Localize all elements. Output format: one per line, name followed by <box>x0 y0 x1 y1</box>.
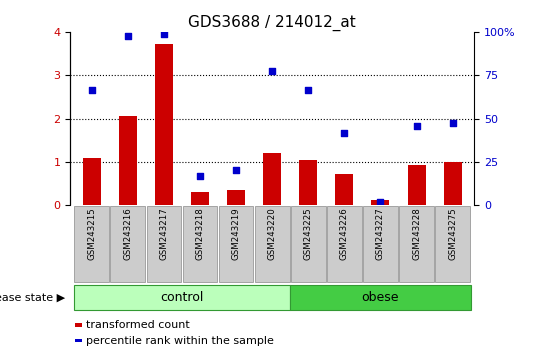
Bar <box>335 174 354 205</box>
Bar <box>191 192 209 205</box>
FancyBboxPatch shape <box>110 206 145 282</box>
Point <box>340 130 349 136</box>
Text: obese: obese <box>362 291 399 304</box>
FancyBboxPatch shape <box>291 206 326 282</box>
FancyBboxPatch shape <box>74 206 109 282</box>
Bar <box>407 165 426 205</box>
Text: GSM243215: GSM243215 <box>87 208 96 261</box>
Bar <box>263 153 281 205</box>
Point <box>196 173 204 179</box>
Point <box>87 87 96 93</box>
Text: GSM243217: GSM243217 <box>160 208 168 261</box>
Text: control: control <box>160 291 204 304</box>
Point <box>268 68 277 74</box>
Bar <box>82 158 101 205</box>
Title: GDS3688 / 214012_at: GDS3688 / 214012_at <box>188 14 356 30</box>
Text: GSM243275: GSM243275 <box>448 208 457 261</box>
FancyBboxPatch shape <box>147 206 181 282</box>
Bar <box>227 190 245 205</box>
Text: disease state ▶: disease state ▶ <box>0 292 65 302</box>
Text: GSM243226: GSM243226 <box>340 208 349 261</box>
Point <box>160 31 168 37</box>
Point <box>448 120 457 126</box>
FancyBboxPatch shape <box>255 206 289 282</box>
Text: percentile rank within the sample: percentile rank within the sample <box>86 336 274 346</box>
Text: GSM243219: GSM243219 <box>232 208 240 260</box>
Point <box>376 199 385 205</box>
FancyBboxPatch shape <box>290 285 471 310</box>
Text: transformed count: transformed count <box>86 320 190 330</box>
Text: GSM243227: GSM243227 <box>376 208 385 261</box>
Text: GSM243218: GSM243218 <box>196 208 204 261</box>
Point <box>232 167 240 173</box>
FancyBboxPatch shape <box>183 206 217 282</box>
Bar <box>119 116 137 205</box>
FancyBboxPatch shape <box>327 206 362 282</box>
Point <box>304 87 313 92</box>
Text: GSM243216: GSM243216 <box>123 208 132 261</box>
Text: GSM243225: GSM243225 <box>304 208 313 261</box>
Text: GSM243220: GSM243220 <box>268 208 277 261</box>
Point <box>123 33 132 39</box>
FancyBboxPatch shape <box>399 206 434 282</box>
Bar <box>155 44 173 205</box>
Bar <box>444 162 462 205</box>
FancyBboxPatch shape <box>219 206 253 282</box>
FancyBboxPatch shape <box>436 206 470 282</box>
Bar <box>371 200 390 205</box>
FancyBboxPatch shape <box>74 285 290 310</box>
Bar <box>299 160 317 205</box>
FancyBboxPatch shape <box>363 206 398 282</box>
Text: GSM243228: GSM243228 <box>412 208 421 261</box>
Point <box>412 123 421 129</box>
